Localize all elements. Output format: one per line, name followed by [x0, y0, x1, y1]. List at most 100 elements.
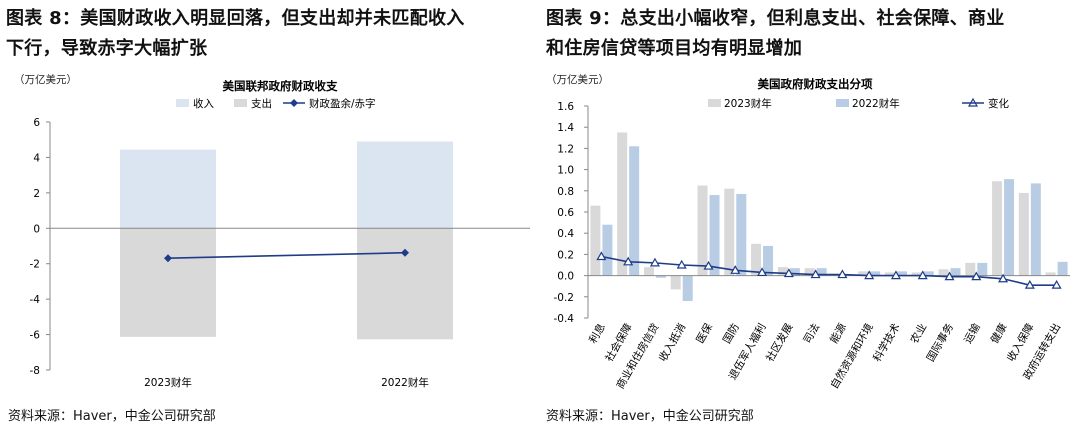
- bar-2022财年-退伍军人福利: [763, 245, 774, 276]
- x-tick-label: 2023财年: [144, 376, 192, 389]
- figure-8-source: 资料来源：Haver，中金公司研究部: [8, 409, 216, 424]
- bar-2022财年-社区发展: [789, 268, 800, 276]
- bar-2022财年-收入保障: [1030, 183, 1041, 276]
- bar-2023财年-社区发展: [777, 267, 788, 276]
- legend-swatch-收入: [176, 99, 189, 107]
- bar-2022财年-国际事务: [950, 268, 961, 276]
- point-变化-收入保障: [1024, 279, 1035, 289]
- legend-swatch-支出: [234, 99, 247, 107]
- y-tick-label: -6: [30, 330, 41, 342]
- point-变化-农业: [917, 270, 928, 280]
- legend-label-变化: 变化: [988, 97, 1009, 110]
- bar-2023财年-收入抵消: [670, 275, 681, 290]
- y-tick-label: 2: [33, 188, 40, 200]
- chart-title: 美国联邦政府财政收支: [223, 79, 338, 93]
- y-tick-label: 0.0: [557, 271, 574, 283]
- x-tick-label: 运输: [961, 321, 983, 346]
- bar-2022财年-政府运转支出: [1057, 261, 1068, 276]
- bar-2023财年-商业和住房信贷: [643, 267, 654, 276]
- point-变化-自然资源和环境: [864, 270, 875, 280]
- x-tick-label: 社区发展: [763, 321, 796, 364]
- legend-label-2023财年: 2023财年: [724, 97, 772, 110]
- bar-2023财年-国际事务: [938, 269, 949, 276]
- bar-2022财年-商业和住房信贷: [655, 275, 666, 278]
- point-变化-能源: [837, 269, 848, 279]
- x-tick-label: 农业: [908, 321, 930, 346]
- chart-title: 美国政府财政支出分项: [758, 77, 873, 91]
- legend-label-财政盈余/赤字: 财政盈余/赤字: [309, 97, 376, 110]
- y-tick-label: 6: [33, 117, 40, 129]
- bar-2022财年-利息: [602, 224, 613, 276]
- figure-9-heading-line1: 图表 9：总支出小幅收窄，但利息支出、社会保障、商业: [546, 8, 1005, 29]
- x-tick-label: 健康: [988, 321, 1010, 346]
- figure-8-panel: 图表 8：美国财政收入明显回落，但支出却并未匹配收入 下行，导致赤字大幅扩张 （…: [0, 0, 535, 429]
- bar-2022财年-收入抵消: [682, 275, 693, 302]
- legend-label-2022财年: 2022财年: [852, 97, 900, 110]
- point-变化-科学技术: [890, 270, 901, 280]
- point-变化-社区发展: [783, 268, 794, 278]
- x-tick-label: 能源: [827, 321, 849, 346]
- bar-2023财年-科学技术: [884, 272, 895, 276]
- point-变化-运输: [971, 271, 982, 281]
- bar-2023财年-退伍军人福利: [751, 243, 762, 276]
- legend-swatch-2022财年: [836, 99, 849, 107]
- legend-swatch-2023财年: [708, 99, 721, 107]
- legend-marker-财政盈余/赤字: [290, 99, 298, 107]
- bar-2022财年-科学技术: [896, 271, 907, 276]
- point-变化-商业和住房信贷: [649, 257, 660, 267]
- x-tick-label: 利息: [586, 321, 608, 346]
- legend-label-支出: 支出: [251, 97, 272, 110]
- point-变化-退伍军人福利: [757, 267, 768, 277]
- line-财政盈余/赤字: [167, 251, 406, 260]
- bar-2023财年-自然资源和环境: [858, 271, 869, 276]
- x-tick-label: 国防: [720, 321, 742, 346]
- bar-2022财年-农业: [923, 271, 934, 276]
- figure-9-heading: 图表 9：总支出小幅收窄，但利息支出、社会保障、商业 和住房信贷等项目均有明显增…: [546, 4, 1005, 64]
- point-变化-国防: [730, 265, 741, 274]
- x-tick-label: 2022财年: [381, 376, 429, 389]
- y-tick-label: 0.8: [557, 186, 574, 198]
- point-变化-国际事务: [944, 271, 955, 281]
- figure-9-heading-line2: 和住房信贷等项目均有明显增加: [546, 38, 803, 59]
- y-tick-label: 0.2: [557, 249, 574, 261]
- bar-2022财年-运输: [977, 262, 988, 276]
- bar-2023财年-政府运转支出: [1045, 272, 1056, 276]
- x-tick-label: 司法: [800, 321, 822, 346]
- bar-2023财年-社会保障: [617, 132, 628, 276]
- bar-2023财年-农业: [911, 272, 922, 276]
- bar-2023财年-运输: [965, 262, 976, 276]
- point-变化-利息: [596, 251, 607, 261]
- bar-2023财年-收入保障: [1018, 192, 1029, 276]
- point-变化-社会保障: [623, 256, 634, 266]
- bar-2022财年-社会保障: [629, 146, 640, 276]
- figure-9-unit-label: （万亿美元）: [546, 74, 609, 86]
- legend-label-收入: 收入: [193, 97, 214, 110]
- bar-2022财年-司法: [816, 268, 827, 276]
- x-tick-label: 医保: [693, 321, 715, 346]
- bar-2023财年-国防: [724, 188, 735, 276]
- bar-支出-2022财年: [357, 228, 453, 340]
- x-tick-label: 国际事务: [924, 321, 957, 364]
- bar-2023财年-健康: [992, 181, 1003, 276]
- figure-9-panel: 图表 9：总支出小幅收窄，但利息支出、社会保障、商业 和住房信贷等项目均有明显增…: [540, 0, 1080, 429]
- y-tick-label: 0.4: [557, 228, 574, 240]
- y-tick-label: 4: [33, 152, 40, 164]
- bar-2022财年-健康: [1004, 179, 1015, 276]
- y-tick-label: -0.2: [554, 292, 575, 304]
- point-变化-政府运转支出: [1051, 279, 1062, 289]
- figure-8-unit-label: （万亿美元）: [14, 74, 77, 86]
- figure-8-heading-line1: 图表 8：美国财政收入明显回落，但支出却并未匹配收入: [6, 8, 465, 29]
- y-tick-label: 1.6: [557, 101, 574, 113]
- y-tick-label: 0: [33, 223, 40, 235]
- figure-8-heading-line2: 下行，导致赤字大幅扩张: [6, 38, 208, 59]
- y-tick-label: -0.4: [554, 313, 575, 325]
- y-tick-label: 1.0: [557, 165, 574, 177]
- bar-2023财年-利息: [590, 205, 601, 276]
- y-tick-label: -8: [30, 365, 40, 377]
- line-变化: [601, 255, 1057, 286]
- bar-2022财年-自然资源和环境: [870, 271, 881, 276]
- y-tick-label: -2: [30, 259, 40, 271]
- bar-2023财年-司法: [804, 268, 815, 276]
- y-tick-label: 1.4: [557, 122, 574, 134]
